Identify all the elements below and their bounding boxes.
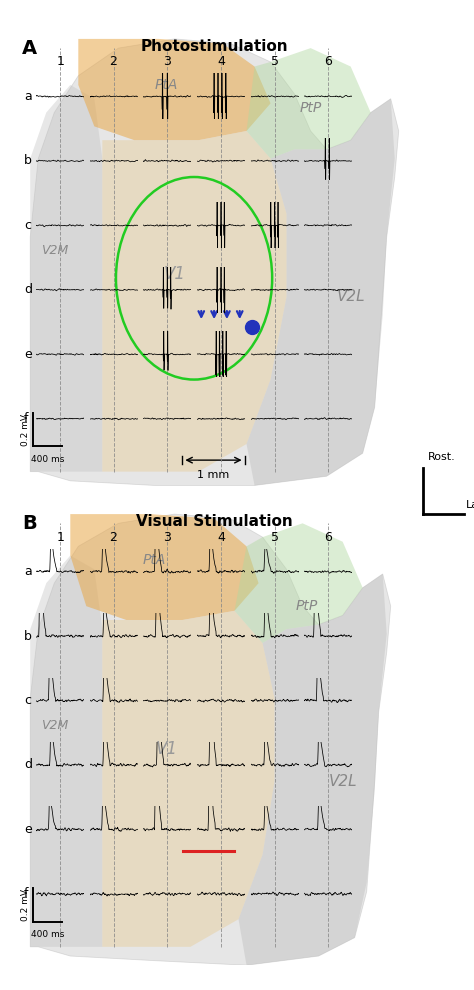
Text: 4: 4 (217, 55, 225, 68)
Text: e: e (24, 347, 32, 360)
Polygon shape (78, 39, 271, 141)
Text: 400 ms: 400 ms (31, 930, 64, 939)
Text: Lat.: Lat. (466, 500, 474, 510)
Text: 2: 2 (109, 55, 118, 68)
Polygon shape (238, 574, 387, 965)
Text: 3: 3 (163, 531, 171, 544)
Text: V2M: V2M (41, 245, 68, 257)
Polygon shape (30, 39, 399, 485)
Polygon shape (235, 524, 363, 644)
Text: d: d (24, 758, 32, 771)
Text: 2: 2 (109, 531, 118, 544)
Text: PtP: PtP (295, 599, 318, 613)
Text: c: c (24, 694, 31, 707)
Text: V1: V1 (164, 264, 185, 283)
Text: 4: 4 (217, 531, 225, 544)
Text: 1: 1 (56, 55, 64, 68)
Text: 0.2 mV: 0.2 mV (21, 414, 30, 446)
Text: PtA: PtA (143, 553, 166, 567)
Polygon shape (102, 131, 287, 471)
Text: d: d (24, 283, 32, 296)
Text: B: B (22, 514, 37, 533)
Text: 6: 6 (324, 531, 332, 544)
Text: a: a (24, 565, 32, 578)
Polygon shape (70, 514, 258, 620)
Text: V1: V1 (155, 740, 177, 758)
Text: V2L: V2L (337, 289, 365, 304)
Text: f: f (24, 887, 28, 900)
Text: 5: 5 (271, 531, 279, 544)
Text: c: c (24, 219, 31, 232)
Text: V2M: V2M (41, 720, 68, 733)
Text: 0.2 mV: 0.2 mV (21, 889, 30, 921)
Text: f: f (24, 412, 28, 425)
Text: 400 ms: 400 ms (31, 454, 64, 463)
Text: a: a (24, 90, 32, 103)
Text: b: b (24, 154, 32, 167)
Text: Visual Stimulation: Visual Stimulation (136, 514, 293, 529)
Text: b: b (24, 630, 32, 643)
Text: 3: 3 (163, 55, 171, 68)
Text: 5: 5 (271, 55, 279, 68)
Polygon shape (246, 49, 371, 158)
Text: 1: 1 (56, 531, 64, 544)
Text: e: e (24, 823, 32, 836)
Polygon shape (246, 99, 395, 485)
Text: PtP: PtP (300, 101, 322, 115)
Text: V2L: V2L (328, 773, 357, 789)
Polygon shape (102, 611, 274, 946)
Text: PtA: PtA (155, 78, 178, 92)
Text: 1 mm: 1 mm (197, 470, 229, 480)
Text: A: A (22, 39, 37, 57)
Text: Rost.: Rost. (428, 451, 456, 462)
Text: 6: 6 (324, 55, 332, 68)
Polygon shape (30, 555, 102, 946)
Polygon shape (30, 85, 102, 471)
Text: Photostimulation: Photostimulation (141, 39, 288, 53)
Polygon shape (30, 514, 391, 965)
